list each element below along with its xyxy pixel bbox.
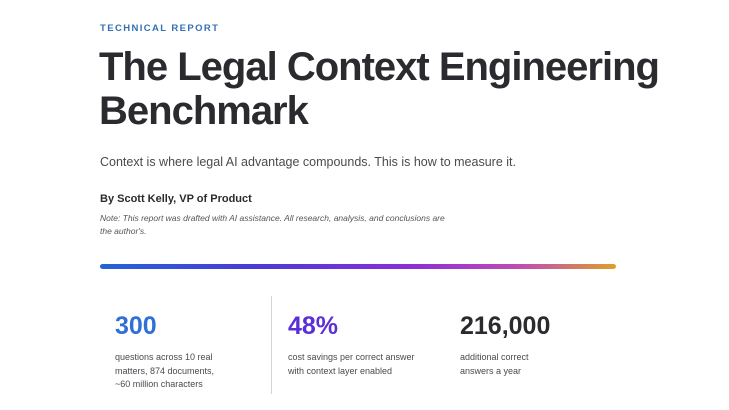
- stat-additional-answers: 216,000 additional correct answers a yea…: [460, 296, 550, 378]
- gradient-divider: [100, 264, 616, 269]
- stat-questions: 300 questions across 10 real matters, 87…: [115, 296, 214, 392]
- stat-label: additional correct answers a year: [460, 352, 529, 376]
- author-byline: By Scott Kelly, VP of Product: [100, 193, 252, 205]
- report-title: The Legal Context Engineering Benchmark: [99, 45, 660, 133]
- stat-value: 300: [115, 312, 157, 340]
- stat-label: questions across 10 real matters, 874 do…: [115, 352, 215, 389]
- stat-label: cost savings per correct answer with con…: [288, 352, 415, 376]
- stat-divider: [271, 296, 272, 394]
- ai-assistance-note: Note: This report was drafted with AI as…: [100, 213, 445, 236]
- stat-value: 216,000: [460, 312, 551, 340]
- report-eyebrow: TECHNICAL REPORT: [100, 23, 220, 34]
- report-subtitle: Context is where legal AI advantage comp…: [100, 155, 516, 169]
- stat-value: 48%: [288, 312, 339, 340]
- stat-cost-savings: 48% cost savings per correct answer with…: [288, 296, 415, 378]
